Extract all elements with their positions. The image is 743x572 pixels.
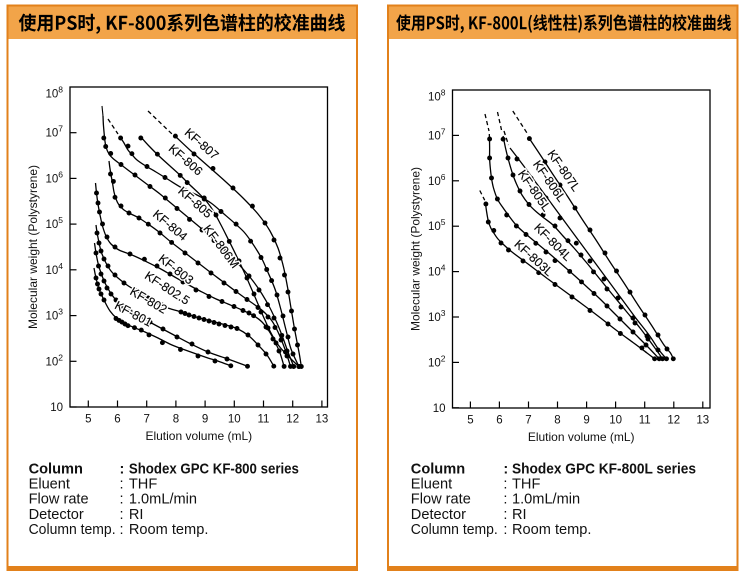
- svg-text:Elution volume (mL): Elution volume (mL): [528, 430, 635, 444]
- svg-text:11: 11: [639, 415, 651, 427]
- svg-text:7: 7: [525, 415, 531, 427]
- svg-text:5: 5: [467, 415, 473, 427]
- svg-text:RI: RI: [512, 507, 527, 523]
- svg-text:13: 13: [316, 414, 329, 426]
- svg-text:Detector: Detector: [411, 507, 466, 523]
- svg-text:Column temp.: Column temp.: [411, 522, 498, 538]
- svg-text:1.0mL/min: 1.0mL/min: [512, 492, 580, 508]
- svg-text:Shodex GPC KF-800 series: Shodex GPC KF-800 series: [129, 462, 299, 478]
- svg-text::: :: [503, 492, 507, 508]
- svg-text::: :: [120, 477, 124, 493]
- svg-text::: :: [120, 522, 124, 538]
- svg-text:10: 10: [609, 415, 622, 427]
- svg-text:9: 9: [583, 415, 589, 427]
- svg-text:Room temp.: Room temp.: [512, 522, 591, 538]
- svg-text::: :: [503, 477, 507, 493]
- svg-text:8: 8: [173, 414, 179, 426]
- svg-text:6: 6: [496, 415, 502, 427]
- svg-text::: :: [120, 507, 124, 523]
- svg-text:13: 13: [696, 415, 709, 427]
- svg-text::: :: [120, 492, 124, 508]
- svg-text:12: 12: [286, 414, 299, 426]
- svg-text:Column temp.: Column temp.: [29, 522, 116, 538]
- svg-text:7: 7: [143, 414, 149, 426]
- svg-text:10: 10: [50, 402, 63, 414]
- svg-text:Shodex GPC KF-800L series: Shodex GPC KF-800L series: [512, 462, 696, 478]
- svg-text:Eluent: Eluent: [29, 477, 70, 493]
- svg-text:Molecular weight (Polystyrene): Molecular weight (Polystyrene): [409, 167, 423, 331]
- svg-text:1.0mL/min: 1.0mL/min: [129, 492, 197, 508]
- svg-text:12: 12: [667, 415, 680, 427]
- svg-text:THF: THF: [129, 477, 157, 493]
- svg-text:Flow rate: Flow rate: [411, 492, 471, 508]
- svg-text:Room temp.: Room temp.: [129, 522, 208, 538]
- svg-text:5: 5: [85, 414, 91, 426]
- svg-text::: :: [503, 522, 507, 538]
- svg-text:Molecular weight (Polystyrene): Molecular weight (Polystyrene): [26, 165, 40, 329]
- svg-text::: :: [503, 462, 508, 478]
- svg-text:9: 9: [202, 414, 208, 426]
- svg-text:Eluent: Eluent: [411, 477, 452, 493]
- svg-text:10: 10: [228, 414, 241, 426]
- svg-text:RI: RI: [129, 507, 144, 523]
- svg-text:11: 11: [258, 414, 270, 426]
- svg-text:THF: THF: [512, 477, 540, 493]
- svg-text:10: 10: [433, 403, 446, 415]
- svg-text:6: 6: [114, 414, 120, 426]
- svg-text:Column: Column: [29, 462, 83, 478]
- svg-text:8: 8: [554, 415, 560, 427]
- svg-text::: :: [120, 462, 125, 478]
- svg-text::: :: [503, 507, 507, 523]
- svg-text:Detector: Detector: [29, 507, 84, 523]
- svg-text:Flow rate: Flow rate: [29, 492, 89, 508]
- svg-text:Column: Column: [411, 462, 465, 478]
- svg-text:Elution volume (mL): Elution volume (mL): [145, 429, 252, 443]
